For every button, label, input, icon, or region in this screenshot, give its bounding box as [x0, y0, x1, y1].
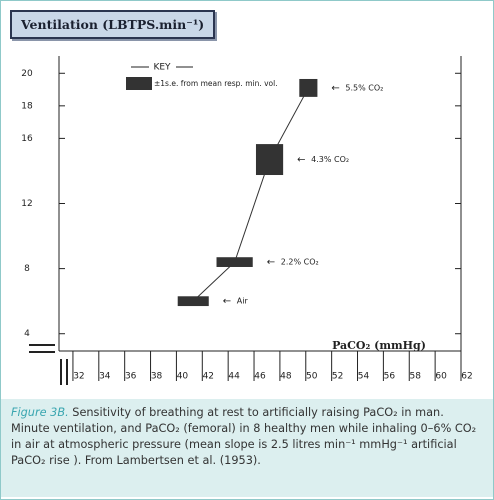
x-tick-label: 62	[461, 372, 472, 382]
y-tick-label: 12	[21, 199, 32, 209]
annotation: 2.2% CO₂	[281, 258, 319, 267]
x-tick-label: 54	[358, 372, 370, 382]
x-axis-label: PaCO₂ (mmHg)	[332, 339, 426, 352]
error-box	[177, 296, 209, 307]
x-tick-label: 38	[151, 372, 163, 382]
x-tick-label: 44	[228, 372, 240, 382]
x-tick-label: 36	[125, 372, 137, 382]
x-tick-label: 40	[177, 372, 189, 382]
chart-title: Ventilation (LBTPS.min⁻¹)	[10, 10, 216, 39]
key-swatch	[126, 77, 152, 90]
x-tick-label: 32	[73, 372, 84, 382]
annotation-arrow: ←	[331, 83, 339, 94]
caption-text: Sensitivity of breathing at rest to arti…	[11, 406, 477, 467]
annotation-arrow: ←	[223, 296, 231, 307]
error-box	[255, 144, 284, 176]
x-tick-label: 52	[332, 372, 343, 382]
y-tick-label: 4	[24, 329, 30, 339]
y-tick-label: 16	[21, 134, 33, 144]
x-tick-label: 48	[280, 372, 292, 382]
x-tick-label: 50	[306, 372, 318, 382]
y-tick-label: 8	[24, 264, 30, 274]
trend-line	[192, 87, 309, 302]
error-box	[299, 78, 318, 97]
annotation: 5.5% CO₂	[345, 83, 383, 92]
annotation: 4.3% CO₂	[311, 155, 349, 164]
caption: Figure 3B. Sensitivity of breathing at r…	[1, 399, 493, 497]
x-tick-label: 46	[254, 372, 266, 382]
caption-label: Figure 3B.	[11, 406, 69, 419]
x-tick-label: 56	[384, 372, 396, 382]
annotation-arrow: ←	[267, 257, 275, 268]
annotation: Air	[237, 297, 249, 306]
x-tick-label: 34	[99, 372, 111, 382]
x-tick-label: 58	[410, 372, 422, 382]
error-box	[216, 257, 253, 267]
x-tick-label: 60	[435, 372, 447, 382]
key-title: KEY	[153, 63, 171, 73]
chart: KEY ±1s.e. from mean resp. min. vol. PaC…	[21, 56, 473, 385]
key-label: ±1s.e. from mean resp. min. vol.	[154, 79, 278, 88]
y-tick-label: 20	[21, 69, 33, 79]
annotation-arrow: ←	[297, 155, 305, 166]
y-tick-label: 18	[21, 101, 33, 111]
x-tick-label: 42	[203, 372, 214, 382]
